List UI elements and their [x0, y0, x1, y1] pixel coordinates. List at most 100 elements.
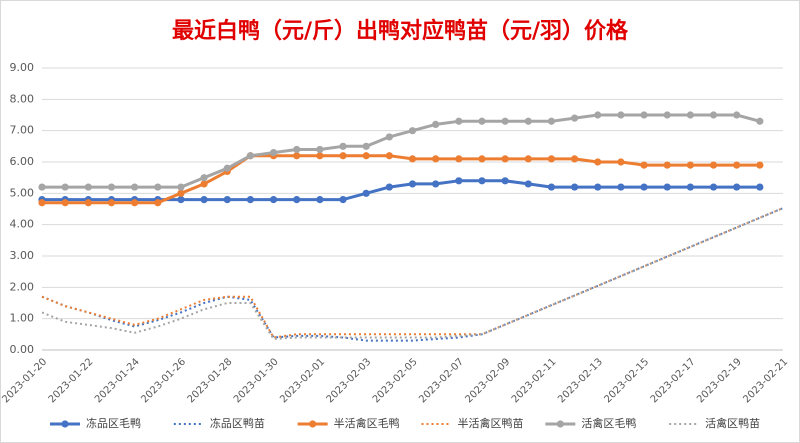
series-marker	[200, 196, 208, 204]
legend-label: 半活禽区鸭苗	[458, 416, 524, 430]
y-tick-label: 0.00	[10, 343, 35, 356]
y-tick-label: 1.00	[10, 312, 35, 325]
y-tick-label: 4.00	[10, 218, 35, 231]
series-marker	[501, 177, 509, 185]
series-marker	[385, 183, 393, 191]
series-marker	[733, 183, 741, 191]
series-marker	[686, 183, 694, 191]
series-marker	[269, 196, 278, 204]
series-marker	[478, 155, 486, 163]
legend-label: 活禽区鸭苗	[705, 416, 760, 430]
series-marker	[570, 183, 579, 191]
series-marker	[385, 152, 393, 160]
series-marker	[177, 196, 185, 204]
series-marker	[663, 111, 671, 119]
series-marker	[617, 111, 625, 119]
series-marker	[547, 155, 556, 163]
legend-marker	[556, 420, 564, 428]
series-marker	[733, 111, 741, 119]
series-marker	[756, 117, 764, 125]
series-marker	[316, 145, 324, 154]
legend-item: 半活禽区毛鸭	[297, 416, 400, 430]
series-marker	[709, 161, 718, 169]
legend-label: 活禽区毛鸭	[581, 416, 636, 430]
series-line	[42, 113, 761, 189]
legend-label: 半活禽区毛鸭	[334, 416, 400, 430]
y-tick-label: 5.00	[10, 186, 35, 199]
series-marker	[362, 142, 370, 150]
chart-title: 最近白鸭（元/斤）出鸭对应鸭苗（元/羽）价格	[172, 18, 629, 44]
y-tick-label: 3.00	[10, 249, 35, 262]
series-marker	[316, 152, 324, 160]
series-marker	[223, 196, 231, 204]
series-marker	[640, 161, 648, 169]
series-marker	[362, 152, 370, 160]
series-marker	[524, 180, 532, 188]
series-marker	[339, 142, 347, 150]
series-marker	[293, 145, 301, 154]
series-marker	[686, 111, 694, 119]
series-marker	[432, 120, 440, 128]
series-marker	[570, 155, 579, 163]
series-marker	[154, 199, 162, 207]
series-marker	[455, 155, 463, 163]
legend-item: 冻品区毛鸭	[50, 416, 141, 430]
series-marker	[663, 183, 671, 191]
series-line	[42, 154, 760, 205]
legend-item: 半活禽区鸭苗	[421, 416, 524, 430]
series-marker	[154, 183, 162, 191]
series-marker	[107, 183, 116, 191]
series-marker	[547, 117, 556, 125]
series-marker	[293, 196, 301, 204]
series-marker	[385, 133, 393, 141]
series-marker	[38, 199, 46, 207]
series-marker	[131, 183, 139, 191]
series-marker	[733, 161, 741, 169]
series-marker	[686, 161, 694, 169]
y-tick-label: 6.00	[10, 155, 35, 168]
series-marker	[663, 161, 671, 169]
series-marker	[501, 117, 509, 125]
series-marker	[177, 189, 185, 197]
series-marker	[756, 161, 764, 169]
series-line	[41, 207, 784, 342]
series-marker	[61, 183, 69, 191]
series-marker	[478, 177, 486, 185]
legend-item: 活禽区毛鸭	[545, 416, 636, 430]
series-marker	[246, 196, 255, 204]
series-marker	[131, 199, 139, 207]
series-marker	[408, 127, 417, 135]
series-marker	[594, 111, 602, 119]
series-marker	[269, 149, 278, 157]
y-tick-label: 8.00	[10, 92, 35, 105]
series-marker	[339, 196, 347, 204]
series-marker	[408, 155, 417, 163]
series-marker	[455, 117, 463, 125]
series-marker	[200, 180, 208, 188]
legend-label: 冻品区鸭苗	[210, 416, 265, 430]
series-marker	[432, 155, 440, 163]
series-marker	[362, 189, 370, 197]
legend-marker	[61, 420, 69, 428]
series-marker	[709, 183, 718, 191]
series-marker	[432, 180, 440, 188]
series-marker	[547, 183, 556, 191]
series-marker	[408, 180, 417, 188]
series-marker	[709, 111, 718, 119]
series-marker	[640, 111, 648, 119]
series-marker	[570, 114, 579, 122]
series-marker	[84, 199, 92, 207]
series-marker	[524, 117, 532, 125]
legend-item: 活禽区鸭苗	[669, 416, 760, 430]
series-marker	[293, 152, 301, 160]
series-marker	[617, 183, 625, 191]
series-marker	[316, 196, 324, 204]
series-marker	[640, 183, 648, 191]
series-marker	[594, 158, 602, 166]
series-marker	[617, 158, 625, 166]
y-tick-label: 9.00	[10, 61, 35, 74]
series-marker	[246, 152, 255, 160]
series-marker	[478, 117, 486, 125]
